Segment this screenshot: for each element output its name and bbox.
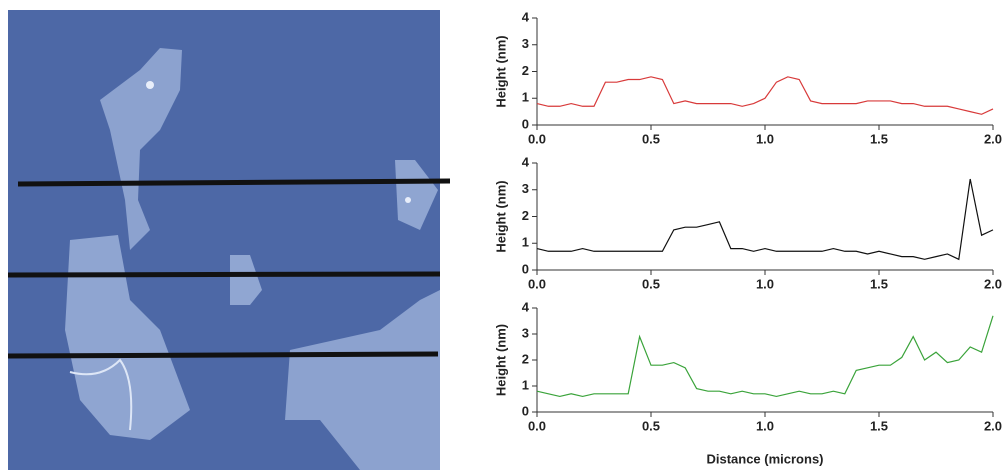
y-tick-label: 4 (522, 9, 530, 24)
y-tick-label: 2 (522, 63, 529, 78)
x-tick-label: 1.0 (756, 131, 774, 146)
y-tick-label: 3 (522, 36, 529, 51)
x-tick-label: 1.0 (756, 276, 774, 291)
x-tick-label: 1.0 (756, 418, 774, 433)
profile-line (536, 178, 994, 261)
profile-line (536, 315, 994, 398)
y-tick-label: 4 (522, 299, 530, 314)
y-tick-label: 0 (522, 403, 529, 418)
x-tick-label: 0.5 (642, 131, 660, 146)
y-axis-label: Height (nm) (493, 324, 508, 396)
y-tick-label: 3 (522, 325, 529, 340)
x-tick-label: 2.0 (984, 418, 1002, 433)
y-tick-label: 1 (522, 377, 529, 392)
profile-line (536, 76, 994, 115)
y-tick-label: 3 (522, 181, 529, 196)
x-tick-label: 1.5 (870, 276, 888, 291)
x-tick-label: 0.0 (528, 418, 546, 433)
y-tick-label: 2 (522, 351, 529, 366)
x-tick-label: 1.5 (870, 418, 888, 433)
y-tick-label: 2 (522, 208, 529, 223)
y-tick-label: 0 (522, 261, 529, 276)
x-tick-label: 0.0 (528, 276, 546, 291)
y-axis-label: Height (nm) (493, 180, 508, 252)
y-axis-label: Height (nm) (493, 35, 508, 107)
x-tick-label: 0.5 (642, 276, 660, 291)
x-axis-label: Distance (microns) (706, 451, 823, 466)
x-tick-label: 2.0 (984, 276, 1002, 291)
x-tick-label: 1.5 (870, 131, 888, 146)
x-tick-label: 0.5 (642, 418, 660, 433)
y-tick-label: 1 (522, 90, 529, 105)
x-tick-label: 2.0 (984, 131, 1002, 146)
y-tick-label: 4 (522, 154, 530, 169)
y-tick-label: 1 (522, 235, 529, 250)
x-tick-label: 0.0 (528, 131, 546, 146)
y-tick-label: 0 (522, 116, 529, 131)
afm-image (7, 10, 451, 470)
